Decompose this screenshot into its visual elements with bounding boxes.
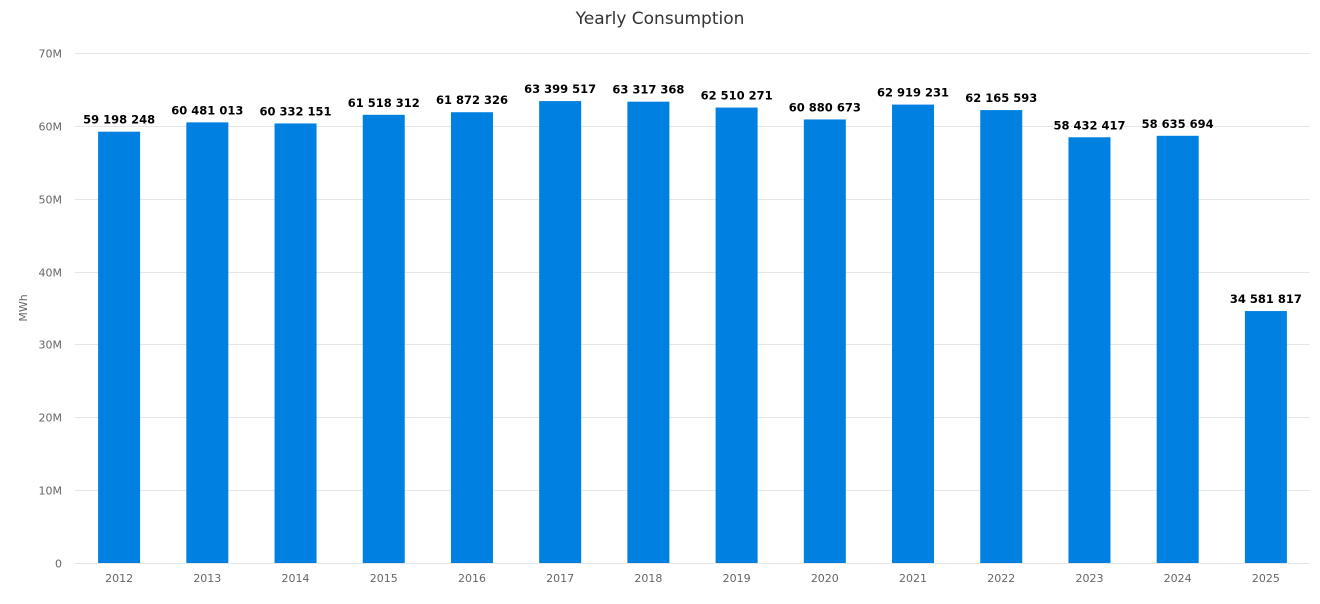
data-label: 58 432 417 <box>1053 118 1125 132</box>
y-axis-label: MWh <box>17 294 30 321</box>
x-tick-label: 2018 <box>634 572 662 585</box>
y-tick-label: 40M <box>39 267 63 280</box>
bar-2012[interactable] <box>98 131 141 563</box>
chart-title: Yearly Consumption <box>575 9 745 29</box>
y-tick-label: 20M <box>39 412 63 425</box>
y-tick-label: 30M <box>39 339 63 352</box>
x-tick-label: 2020 <box>811 572 839 585</box>
x-tick-label: 2015 <box>370 572 398 585</box>
bar-2015[interactable] <box>362 114 405 563</box>
y-tick-label: 10M <box>39 485 63 498</box>
x-tick-label: 2017 <box>546 572 574 585</box>
y-tick-label: 50M <box>39 194 63 207</box>
y-tick-label: 70M <box>39 48 63 61</box>
x-tick-label: 2024 <box>1164 572 1192 585</box>
y-tick-label: 0 <box>55 558 62 571</box>
x-tick-label: 2022 <box>987 572 1015 585</box>
y-tick-label: 60M <box>39 121 63 134</box>
bar-2013[interactable] <box>186 122 229 563</box>
data-label: 60 481 013 <box>171 103 243 117</box>
bar-2018[interactable] <box>627 101 670 563</box>
bar-2014[interactable] <box>274 123 317 563</box>
x-tick-label: 2025 <box>1252 572 1280 585</box>
bar-2023[interactable] <box>1068 137 1111 563</box>
data-label: 62 919 231 <box>877 86 949 100</box>
x-tick-label: 2014 <box>282 572 310 585</box>
x-tick-label: 2013 <box>193 572 221 585</box>
data-label: 61 518 312 <box>348 96 420 110</box>
x-tick-label: 2023 <box>1075 572 1103 585</box>
data-label: 58 635 694 <box>1142 117 1214 131</box>
data-label: 63 399 517 <box>524 82 596 96</box>
bar-2021[interactable] <box>892 104 935 563</box>
data-label: 62 510 271 <box>701 89 773 103</box>
bar-2025[interactable] <box>1244 311 1287 563</box>
data-label: 59 198 248 <box>83 113 155 127</box>
data-label: 61 872 326 <box>436 93 508 107</box>
x-tick-label: 2019 <box>723 572 751 585</box>
bar-2016[interactable] <box>450 112 493 563</box>
x-tick-label: 2021 <box>899 572 927 585</box>
data-label: 62 165 593 <box>965 91 1037 105</box>
bar-2022[interactable] <box>980 110 1023 563</box>
bar-2020[interactable] <box>803 119 846 564</box>
x-tick-label: 2016 <box>458 572 486 585</box>
data-label: 63 317 368 <box>612 83 684 97</box>
bar-2019[interactable] <box>715 107 758 563</box>
data-label: 60 880 673 <box>789 100 861 114</box>
bar-2017[interactable] <box>539 101 582 563</box>
data-label: 34 581 817 <box>1230 292 1302 306</box>
bar-2024[interactable] <box>1156 135 1199 563</box>
x-tick-label: 2012 <box>105 572 133 585</box>
data-label: 60 332 151 <box>260 104 332 118</box>
